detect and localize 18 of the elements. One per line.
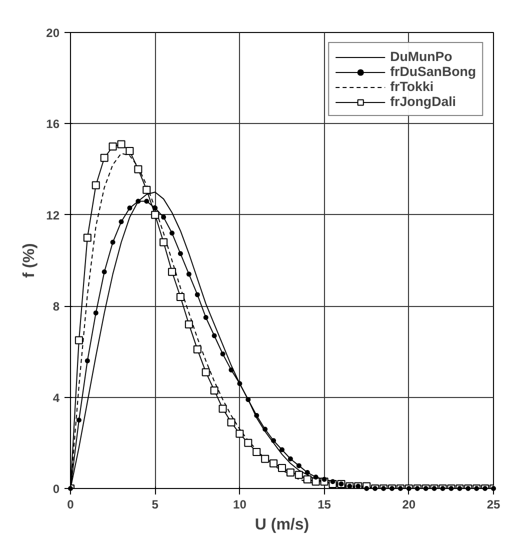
- y-tick-label: 20: [46, 26, 60, 40]
- legend-label: frTokki: [390, 79, 434, 94]
- y-tick-label: 16: [46, 117, 60, 132]
- y-tick-label: 0: [52, 482, 60, 496]
- legend-label: frDuSanBong: [390, 64, 476, 79]
- legend-label: frJongDali: [390, 94, 456, 109]
- x-tick-label: 15: [318, 498, 332, 512]
- y-tick-label: 4: [52, 390, 60, 405]
- y-tick-label: 12: [46, 208, 60, 222]
- y-tick-label: 8: [52, 300, 60, 314]
- x-tick-label: 10: [233, 498, 247, 512]
- x-tick-label: 0: [67, 498, 74, 512]
- legend-label: DuMunPo: [390, 49, 452, 64]
- x-tick-label: 5: [152, 498, 159, 512]
- x-tick-label: 20: [402, 498, 416, 512]
- x-tick-label: 25: [486, 498, 500, 512]
- y-axis-title: f (%): [21, 243, 38, 278]
- x-axis-title: U (m/s): [254, 516, 310, 534]
